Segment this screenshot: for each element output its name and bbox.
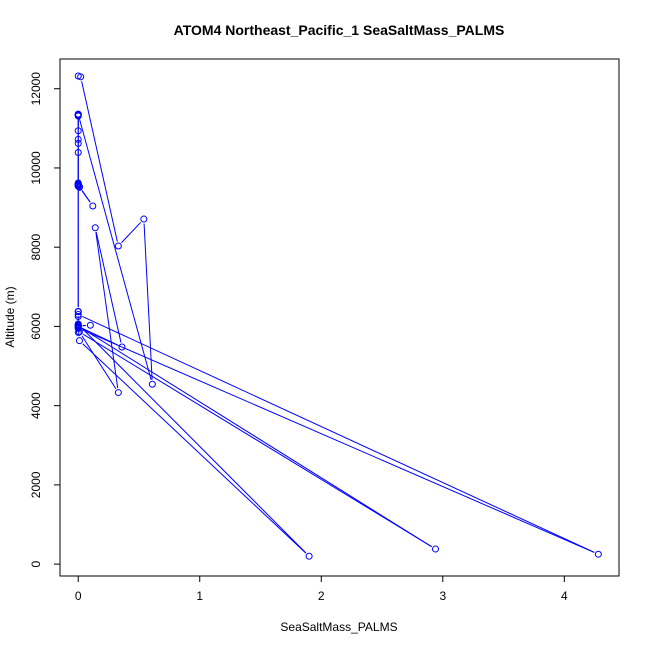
data-point <box>594 550 602 558</box>
data-point <box>91 224 99 232</box>
data-point <box>74 111 82 119</box>
series-line-segment <box>82 343 307 554</box>
series-line-segment <box>143 223 153 380</box>
data-point <box>74 127 82 135</box>
y-tick-label: 12000 <box>29 72 43 106</box>
x-tick-label: 0 <box>75 589 82 603</box>
data-point <box>114 242 122 250</box>
data-point <box>74 313 82 321</box>
x-axis-label: SeaSaltMass_PALMS <box>280 620 397 634</box>
data-point <box>74 148 82 156</box>
series-line-segment <box>83 333 432 548</box>
y-tick-label: 0 <box>29 560 43 567</box>
y-tick-label: 4000 <box>29 392 43 419</box>
series-line-segment <box>82 327 119 346</box>
x-tick-label: 3 <box>439 589 446 603</box>
chart-title: ATOM4 Northeast_Pacific_1 SeaSaltMass_PA… <box>174 22 505 38</box>
y-tick-label: 6000 <box>29 313 43 340</box>
series-line-segment <box>81 327 307 554</box>
data-point <box>118 343 126 351</box>
x-axis: 0 1 2 3 4 <box>75 576 568 603</box>
y-tick-label: 10000 <box>29 151 43 185</box>
x-tick-label: 1 <box>196 589 203 603</box>
series-line-segment <box>81 335 117 390</box>
series-line-segment <box>81 81 118 242</box>
data-point <box>75 183 83 191</box>
series-line-segment <box>82 315 595 553</box>
series-line-segment <box>95 232 122 343</box>
series-line-segment <box>82 329 595 553</box>
y-axis: 0 2000 4000 6000 8000 10000 12000 <box>29 72 60 567</box>
data-point <box>432 545 440 553</box>
data-point <box>148 380 156 388</box>
series-layer <box>74 72 602 560</box>
data-point <box>86 321 94 329</box>
data-point <box>74 139 82 147</box>
x-tick-label: 2 <box>318 589 325 603</box>
data-point <box>74 311 82 319</box>
y-tick-label: 2000 <box>29 471 43 498</box>
series-line-segment <box>121 221 142 244</box>
data-point <box>89 202 97 210</box>
data-point <box>114 389 122 397</box>
x-tick-label: 4 <box>561 589 568 603</box>
data-point <box>305 552 313 560</box>
series-line-segment <box>81 327 432 548</box>
y-tick-label: 8000 <box>29 234 43 261</box>
data-point <box>75 337 83 345</box>
data-point <box>74 308 82 316</box>
data-point <box>74 135 82 143</box>
series-line-segment <box>95 232 119 389</box>
series-line-segment <box>78 118 152 381</box>
plot-frame <box>59 58 620 577</box>
data-point <box>74 320 82 328</box>
data-point <box>140 215 148 223</box>
series-line-segment <box>81 190 91 203</box>
data-point <box>77 73 85 81</box>
y-axis-label: Altitude (m) <box>3 286 17 347</box>
